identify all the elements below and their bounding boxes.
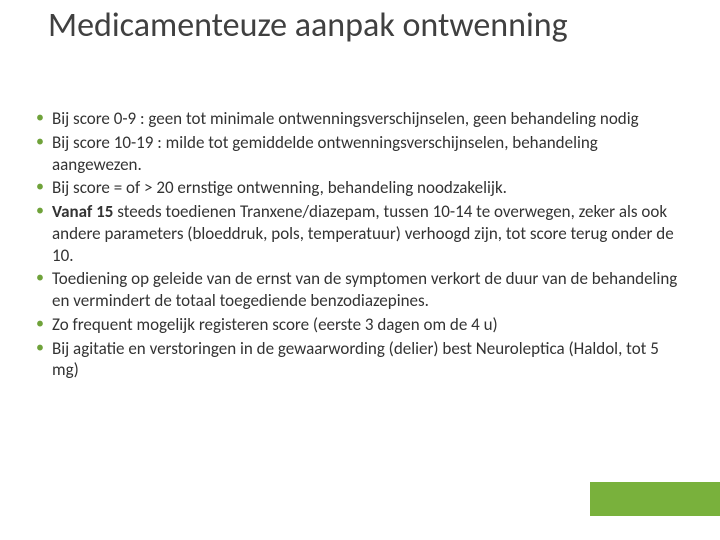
list-item: Toediening op geleide van de ernst van d… bbox=[32, 268, 680, 312]
bullet-text: Bij score = of > 20 ernstige ontwenning,… bbox=[52, 177, 507, 198]
list-item: Bij agitatie en verstoringen in de gewaa… bbox=[32, 338, 680, 382]
list-item: Bij score 10-19 : milde tot gemiddelde o… bbox=[32, 132, 680, 176]
list-item: Vanaf 15 steeds toedienen Tranxene/diaze… bbox=[32, 201, 680, 266]
list-item: Bij score 0-9 : geen tot minimale ontwen… bbox=[32, 108, 680, 130]
bullet-text: steeds toedienen Tranxene/diazepam, tuss… bbox=[52, 201, 674, 266]
bullet-text: Bij agitatie en verstoringen in de gewaa… bbox=[52, 338, 659, 381]
slide-body: Bij score 0-9 : geen tot minimale ontwen… bbox=[32, 108, 680, 383]
bullet-bold-prefix: Vanaf 15 bbox=[52, 201, 113, 222]
accent-bar bbox=[590, 482, 720, 516]
list-item: Zo frequent mogelijk registeren score (e… bbox=[32, 314, 680, 336]
bullet-text: Bij score 0-9 : geen tot minimale ontwen… bbox=[52, 108, 639, 129]
bullet-text: Zo frequent mogelijk registeren score (e… bbox=[52, 314, 498, 335]
slide-title: Medicamenteuze aanpak ontwenning bbox=[48, 8, 680, 44]
bullet-list: Bij score 0-9 : geen tot minimale ontwen… bbox=[32, 108, 680, 381]
bullet-text: Toediening op geleide van de ernst van d… bbox=[52, 268, 677, 311]
bullet-text: Bij score 10-19 : milde tot gemiddelde o… bbox=[52, 132, 598, 175]
slide: Medicamenteuze aanpak ontwenning Bij sco… bbox=[0, 0, 720, 540]
list-item: Bij score = of > 20 ernstige ontwenning,… bbox=[32, 177, 680, 199]
